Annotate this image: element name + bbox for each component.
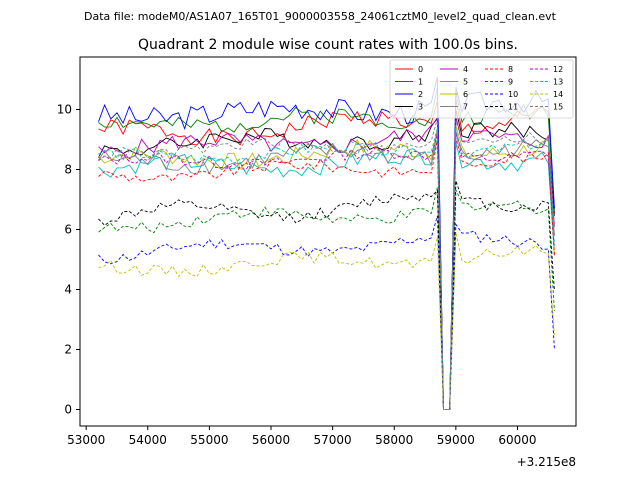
series-line-14 [98, 232, 555, 410]
x-tick-label: 55000 [190, 433, 228, 447]
legend-entry: 15 [553, 103, 563, 112]
series-line-9 [98, 187, 555, 410]
chart-title: Quadrant 2 module wise count rates with … [138, 37, 518, 53]
series-line-13 [98, 127, 555, 410]
x-axis: 53000 54000 55000 56000 57000 58000 59000 60000 [67, 426, 537, 447]
legend-entry: 11 [508, 103, 518, 112]
y-axis: 0 2 4 6 8 10 [57, 103, 80, 417]
plot-lines [98, 77, 555, 410]
legend-entry: 13 [553, 78, 563, 87]
legend-entry: 2 [418, 90, 423, 99]
y-tick-label: 6 [64, 223, 72, 237]
legend-entry: 14 [553, 90, 563, 99]
legend-entry: 4 [463, 65, 468, 74]
series-line-4 [98, 116, 555, 410]
legend-entry: 8 [508, 65, 513, 74]
legend-entry: 3 [418, 103, 423, 112]
legend-box [389, 59, 574, 119]
legend-entry: 9 [508, 78, 513, 87]
series-line-5 [98, 138, 555, 410]
chart-suptitle: Data file: modeM0/AS1A07_165T01_90000035… [84, 10, 557, 23]
legend-entry: 12 [553, 65, 563, 74]
series-line-6 [98, 125, 555, 410]
legend-entry: 1 [418, 78, 423, 87]
x-offset-label: +3.215e8 [517, 455, 576, 469]
legend-entry: 0 [418, 65, 423, 74]
x-tick-label: 57000 [314, 433, 352, 447]
series-line-10 [98, 215, 555, 410]
x-tick-label: 56000 [252, 433, 290, 447]
series-line-3 [98, 109, 555, 410]
series-line-0 [98, 99, 555, 410]
series-line-11 [98, 180, 555, 410]
series-line-15 [98, 118, 555, 410]
y-tick-label: 0 [64, 403, 72, 417]
x-tick-label: 58000 [375, 433, 413, 447]
series-line-1 [98, 87, 555, 410]
legend-entry: 5 [463, 78, 468, 87]
x-tick-label: 53000 [67, 433, 105, 447]
x-tick-label: 60000 [498, 433, 536, 447]
axes-frame [79, 56, 577, 427]
legend-entry: 10 [508, 90, 518, 99]
x-tick-label: 54000 [129, 433, 167, 447]
y-tick-label: 2 [64, 343, 72, 357]
series-line-12 [98, 131, 555, 410]
series-line-7 [98, 130, 555, 410]
y-tick-label: 8 [64, 163, 72, 177]
x-tick-label: 59000 [437, 433, 475, 447]
y-tick-label: 4 [64, 283, 72, 297]
series-line-8 [98, 137, 555, 410]
legend-entry: 7 [463, 103, 468, 112]
legend-entry: 6 [463, 90, 468, 99]
y-tick-label: 10 [57, 103, 72, 117]
